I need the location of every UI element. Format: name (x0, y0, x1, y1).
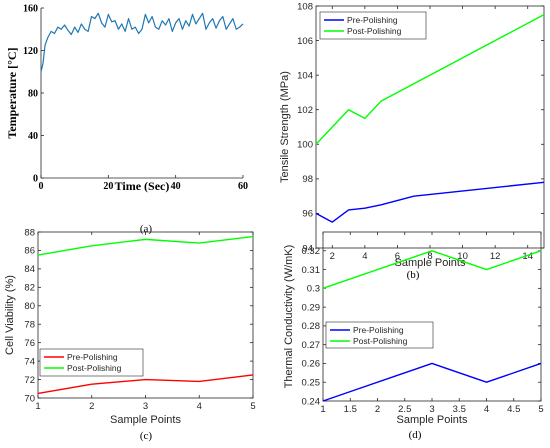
x-axis-label: Time (Sec) (115, 179, 170, 193)
x-tick-label: 2 (89, 401, 94, 412)
y-tick-label: 0.28 (302, 321, 321, 332)
x-axis-label: Sample Points (395, 257, 466, 269)
x-tick-label: 3.5 (453, 404, 466, 415)
y-tick-label: 0.32 (302, 246, 321, 257)
x-tick-label: 14 (522, 251, 533, 262)
y-tick-label: 94 (302, 243, 313, 254)
x-tick-label: 4 (197, 401, 202, 412)
x-tick-label: 2.5 (398, 404, 411, 415)
x-tick-label: 20 (103, 181, 113, 192)
chart-b-axes-box (315, 5, 545, 249)
y-tick-label: 120 (23, 46, 38, 57)
x-axis-label: Sample Points (397, 414, 468, 426)
x-tick-label: 5 (250, 401, 255, 412)
legend-entry: Post-Polishing (347, 26, 402, 36)
x-tick-label: 8 (427, 251, 432, 262)
legend-box (325, 321, 434, 349)
y-tick-label: 84 (24, 264, 35, 275)
x-tick-label: 1.5 (344, 404, 357, 415)
y-axis-label: Cell Viability (%) (4, 275, 16, 355)
chart-d: 1 1.5 2 2.5 3 3.5 4 4.5 5 0.24 0.25 0.26 0.27 0.28 0.2… (283, 231, 544, 441)
chart-b: 2 4 6 8 10 12 14 94 96 98 100 102 104 106 108 Sample Po… (279, 1, 545, 281)
y-tick-label: 106 (297, 36, 313, 47)
legend-box (319, 11, 427, 40)
y-tick-label: 40 (28, 131, 38, 142)
legend-entry: Post-Polishing (353, 336, 408, 346)
x-tick-label: 10 (457, 251, 468, 262)
y-tick-label: 108 (297, 1, 313, 12)
y-tick-label: 104 (297, 70, 313, 81)
y-tick-label: 76 (24, 338, 35, 349)
y-tick-label: 74 (24, 356, 35, 367)
chart-a-series-line-0 (40, 12, 244, 72)
legend-entry: Pre-Polishing (347, 15, 398, 25)
y-tick-label: 160 (23, 3, 38, 14)
legend-box (39, 348, 144, 377)
chart-b-series-line-0 (315, 181, 545, 223)
y-tick-label: 98 (302, 174, 313, 185)
y-tick-label: 0.25 (302, 378, 321, 389)
y-tick-label: 72 (24, 375, 35, 386)
chart-b-series-line-1 (315, 14, 545, 145)
x-tick-label: 2 (330, 251, 335, 262)
y-tick-label: 78 (24, 320, 35, 331)
chart-c: 1 2 3 4 5 70 72 74 76 78 80 82 84 86 88 Sample Points Ce… (4, 227, 256, 442)
y-tick-label: 70 (24, 393, 35, 404)
y-tick-label: 96 (302, 209, 313, 220)
panel-caption: (a) (140, 223, 153, 235)
x-tick-label: 40 (171, 181, 181, 192)
y-axis-label: Thermal Conductivity (W/mK) (283, 245, 295, 389)
x-tick-label: 4 (362, 251, 367, 262)
x-axis-label: Sample Points (110, 414, 181, 426)
chart-a: 0 20 40 60 0 40 80 120 160 Time (Sec) Temperature … (5, 3, 248, 235)
x-tick-label: 4.5 (507, 404, 520, 415)
chart-c-series-line-0 (37, 374, 254, 395)
y-axis-label: Temperature [°C] (5, 47, 19, 138)
x-tick-label: 4 (484, 404, 489, 415)
y-tick-label: 0.31 (302, 265, 321, 276)
chart-d-series-line-0 (322, 362, 542, 402)
x-tick-label: 2 (375, 404, 380, 415)
legend-entry: Post-Polishing (67, 363, 122, 373)
x-tick-label: 0 (39, 181, 44, 192)
y-axis-label: Tensile Strength (MPa) (279, 71, 291, 183)
y-tick-label: 80 (24, 301, 35, 312)
x-tick-label: 60 (238, 181, 248, 192)
y-tick-label: 102 (297, 105, 313, 116)
chart-c-series-line-1 (37, 235, 254, 256)
y-tick-label: 82 (24, 283, 35, 294)
chart-d-series-line-1 (322, 250, 542, 289)
y-tick-label: 0.26 (302, 359, 321, 370)
y-tick-label: 86 (24, 246, 35, 257)
x-tick-label: 5 (538, 404, 543, 415)
y-tick-label: 0.24 (302, 396, 321, 407)
panel-caption: (c) (140, 430, 153, 442)
y-tick-label: 0.3 (307, 284, 320, 295)
x-tick-label: 12 (490, 251, 501, 262)
y-tick-label: 0 (33, 173, 38, 184)
y-tick-label: 0.27 (302, 340, 321, 351)
x-tick-label: 1 (35, 401, 40, 412)
y-tick-label: 100 (297, 140, 313, 151)
x-tick-label: 6 (395, 251, 400, 262)
x-tick-label: 1 (320, 404, 325, 415)
x-tick-label: 3 (143, 401, 148, 412)
panel-caption: (b) (407, 269, 420, 281)
x-tick-label: 3 (429, 404, 434, 415)
y-tick-label: 80 (28, 88, 38, 99)
panel-caption: (d) (409, 429, 422, 441)
legend-entry: Pre-Polishing (353, 325, 404, 335)
y-tick-label: 0.29 (302, 302, 321, 313)
y-tick-label: 88 (24, 227, 35, 238)
legend-entry: Pre-Polishing (67, 352, 118, 362)
